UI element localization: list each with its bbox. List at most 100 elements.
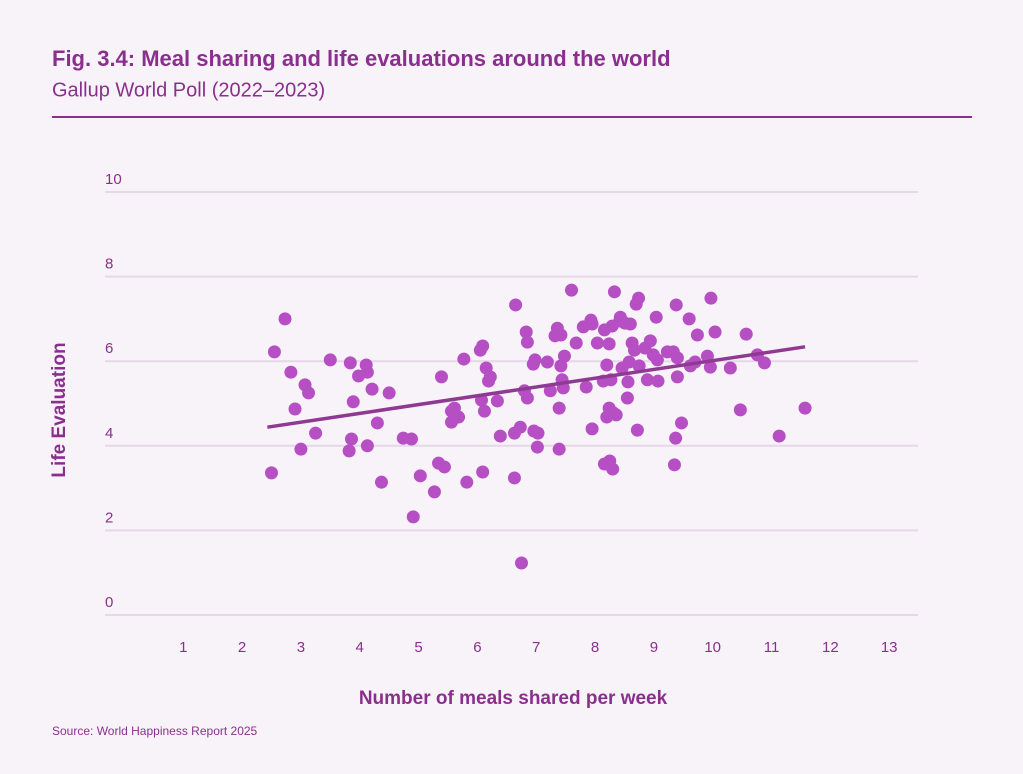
trend-line xyxy=(267,345,806,429)
scatter-point xyxy=(690,328,704,342)
scatter-point xyxy=(520,335,534,349)
x-tick-label: 9 xyxy=(650,639,658,656)
scatter-point xyxy=(723,361,737,375)
x-tick-label: 8 xyxy=(591,639,599,656)
scatter-point xyxy=(323,353,337,367)
x-axis-label: Number of meals shared per week xyxy=(359,688,668,709)
scatter-point xyxy=(434,370,448,384)
scatter-point xyxy=(365,382,379,396)
scatter-point xyxy=(515,556,529,570)
x-tick-label: 13 xyxy=(881,639,898,656)
scatter-point xyxy=(557,349,571,363)
scatter-point xyxy=(798,401,812,415)
scatter-point xyxy=(360,439,374,453)
scatter-point xyxy=(519,325,533,339)
scatter-point xyxy=(540,355,554,369)
scatter-point xyxy=(370,416,384,430)
scatter-point xyxy=(703,360,717,374)
scatter-point xyxy=(623,317,637,331)
x-tick-label: 4 xyxy=(356,639,364,656)
scatter-point xyxy=(427,485,441,499)
scatter-point xyxy=(382,386,396,400)
scatter-point xyxy=(667,458,681,472)
scatter-point xyxy=(267,345,281,359)
scatter-point xyxy=(520,391,534,405)
scatter-point xyxy=(650,353,664,367)
scatter-point xyxy=(342,444,356,458)
scatter-point xyxy=(622,355,636,369)
scatter-point xyxy=(602,337,616,351)
scatter-point xyxy=(585,317,599,331)
scatter-point xyxy=(569,336,583,350)
scatter-point xyxy=(483,370,497,384)
chart-title: Fig. 3.4: Meal sharing and life evaluati… xyxy=(52,46,671,71)
scatter-point xyxy=(406,510,420,524)
scatter-point xyxy=(531,426,545,440)
x-tick-label: 6 xyxy=(473,639,481,656)
scatter-point xyxy=(609,408,623,422)
scatter-point xyxy=(552,442,566,456)
scatter-point xyxy=(669,431,683,445)
x-tick-label: 1 xyxy=(179,639,187,656)
scatter-point xyxy=(565,283,579,297)
scatter-point xyxy=(452,410,466,424)
scatter-point xyxy=(704,291,718,305)
y-tick-label: 8 xyxy=(105,256,113,273)
x-tick-label: 10 xyxy=(704,639,721,656)
scatter-point xyxy=(669,298,683,312)
scatter-point xyxy=(530,440,544,454)
scatter-point xyxy=(288,402,302,416)
scatter-point xyxy=(552,401,566,415)
scatter-point xyxy=(627,343,641,357)
scatter-point xyxy=(675,416,689,430)
scatter-point xyxy=(739,327,753,341)
scatter-point xyxy=(579,380,593,394)
scatter-point xyxy=(630,423,644,437)
scatter-point xyxy=(278,312,292,326)
x-tick-label: 11 xyxy=(764,639,780,656)
scatter-point xyxy=(476,339,490,353)
y-axis-label: Life Evaluation xyxy=(49,342,70,477)
source-note: Source: World Happiness Report 2025 xyxy=(52,724,258,738)
scatter-point xyxy=(585,422,599,436)
scatter-point xyxy=(507,471,521,485)
scatter-point xyxy=(302,386,316,400)
scatter-point xyxy=(643,334,657,348)
x-tick-label: 12 xyxy=(822,639,839,656)
scatter-point xyxy=(413,469,427,483)
scatter-point xyxy=(621,375,635,389)
x-tick-label: 7 xyxy=(532,639,540,656)
x-tick-label: 5 xyxy=(414,639,422,656)
scatter-point xyxy=(346,395,360,409)
scatter-point xyxy=(651,374,665,388)
scatter-point xyxy=(632,291,646,305)
scatter-point xyxy=(528,353,542,367)
chart-subtitle: Gallup World Poll (2022–2023) xyxy=(52,79,325,101)
scatter-point xyxy=(343,356,357,370)
scatter-point xyxy=(476,465,490,479)
scatter-point xyxy=(457,352,471,366)
scatter-point xyxy=(294,442,308,456)
scatter-point xyxy=(606,462,620,476)
scatter-point xyxy=(649,310,663,324)
scatter-point xyxy=(493,429,507,443)
scatter-point xyxy=(670,370,684,384)
scatter-point xyxy=(682,312,696,326)
scatter-point xyxy=(460,475,474,489)
scatter-point xyxy=(590,336,604,350)
y-tick-label: 6 xyxy=(105,340,113,357)
scatter-point xyxy=(509,298,523,312)
scatter-point xyxy=(543,384,557,398)
scatter-point xyxy=(404,432,418,446)
scatter-point xyxy=(607,285,621,299)
scatter-point xyxy=(600,358,614,372)
scatter-point xyxy=(264,466,278,480)
scatter-point xyxy=(757,356,771,370)
scatter-point xyxy=(640,373,654,387)
scatter-point xyxy=(620,391,634,405)
scatter-point xyxy=(513,420,527,434)
scatter-point xyxy=(632,359,646,373)
